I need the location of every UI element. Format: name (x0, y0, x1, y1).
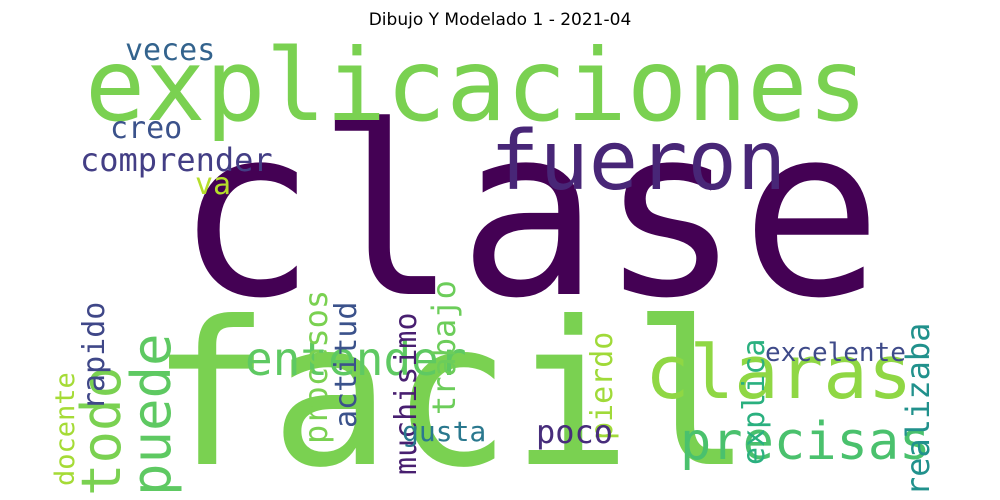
word-realizaba: realizaba (899, 322, 937, 496)
word-va: va (195, 167, 232, 202)
word-veces: veces (125, 36, 216, 68)
word-facil: facil (150, 279, 753, 496)
word-procesos: procesos (297, 289, 335, 444)
word-cloud: clase facil explicaciones fueron claras preci… (40, 36, 960, 496)
word-entender: entender (245, 332, 467, 386)
word-poco: poco (536, 413, 614, 451)
word-gusta: gusta (402, 415, 487, 448)
figure-title: Dibujo Y Modelado 1 - 2021-04 (368, 10, 632, 30)
word-rapido: rapido (77, 301, 112, 410)
word-explicaciones: explicaciones (85, 36, 868, 144)
word-clase: clase (175, 77, 883, 350)
word-precisas: precisas (680, 412, 931, 472)
word-fueron: fueron (490, 114, 787, 209)
word-claras: claras (645, 330, 913, 416)
word-actitud: actitud (329, 301, 364, 428)
word-docente: docente (50, 372, 81, 486)
word-comprender: comprender (80, 141, 273, 179)
word-trabajo: trabajo (425, 280, 463, 415)
word-excelente: excelente (765, 338, 906, 368)
word-creo: creo (110, 111, 183, 146)
word-puede: puede (120, 333, 183, 496)
word-muchisimo: muchisimo (389, 312, 424, 475)
